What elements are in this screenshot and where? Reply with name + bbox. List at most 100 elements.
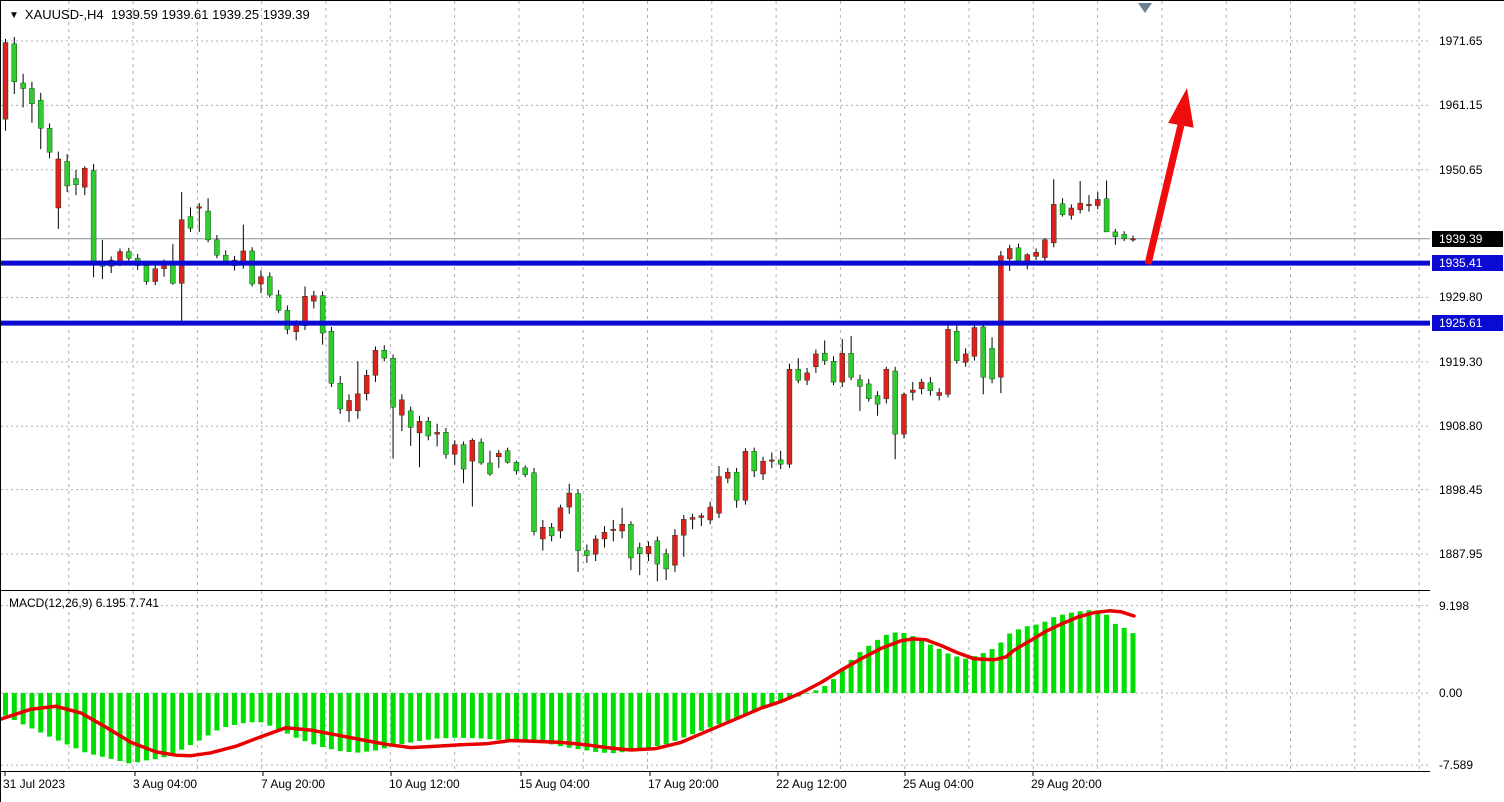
trend-arrow-head[interactable] [1168,88,1194,128]
ohlc-low: 1939.25 [212,7,260,22]
bull-candle [786,368,793,465]
bear-candle [29,88,35,105]
bull-candle [1051,204,1057,244]
bull-candle [1068,207,1075,216]
bull-candle [1033,251,1039,257]
bull-candle [496,452,502,458]
price-tick-label: 1929.80 [1439,290,1483,305]
bear-candle [275,294,282,311]
bear-candle [337,383,343,410]
chart-shift-marker-icon[interactable] [1138,3,1152,13]
bear-candle [927,382,934,391]
bull-candle [610,528,616,531]
level-price-box: 1935.41 [1432,255,1503,272]
macd-tick-label: -7.589 [1439,758,1474,773]
bull-candle [619,524,625,532]
bear-candle [487,462,493,475]
bear-candle [267,276,273,296]
bull-candle [178,219,185,284]
bull-candle [971,327,978,357]
macd-indicator-label: MACD(12,26,9) 6.195 7.741 [9,596,160,610]
bear-candle [989,348,995,380]
bear-candle [407,410,414,428]
bear-candle [628,524,634,559]
bull-candle [681,519,687,536]
bull-candle [725,471,731,479]
bear-candle [284,310,291,330]
bull-candle [689,517,696,520]
symbol-period-label: XAUUSD-,H4 [24,7,104,22]
bull-candle [804,372,810,381]
bull-candle [813,353,819,367]
ohlc-open: 1939.59 [110,7,158,22]
bear-candle [733,471,740,501]
bull-candle [716,476,722,514]
chart-title: ▼ XAUUSD-,H4 1939.59 1939.61 1939.25 1939… [9,7,310,22]
bull-candle [1006,248,1013,260]
bear-candle [328,330,335,384]
time-tick-label: 25 Aug 04:00 [903,777,974,791]
time-tick-label: 15 Aug 04:00 [519,777,590,791]
bull-candle [363,375,370,394]
macd-indicator-pane[interactable] [1,591,1430,772]
bear-candle [821,353,828,361]
bear-candle [381,349,387,359]
bull-candle [311,295,317,302]
bear-candle [390,357,396,408]
bear-candle [531,472,537,532]
bull-candle [998,255,1004,378]
bull-candle [196,206,202,209]
bear-candle [584,550,590,556]
bear-candle [187,216,194,229]
price-tick-label: 1971.65 [1439,34,1483,48]
bull-candle [601,532,608,540]
time-tick-label: 22 Aug 12:00 [776,777,847,791]
bull-candle [2,42,9,120]
ohlc-close: 1939.39 [262,7,310,22]
time-tick-label: 29 Aug 20:00 [1031,777,1102,791]
bear-candle [1112,231,1119,238]
price-tick-label: 1961.15 [1439,98,1483,113]
bull-candle [901,394,907,435]
bear-candle [795,368,801,381]
bear-candle [513,462,520,472]
bull-candle [1086,204,1092,206]
bear-candle [460,444,467,470]
bear-candle [575,493,581,551]
price-tick-label: 1919.30 [1439,354,1483,369]
bear-candle [980,326,986,378]
trend-arrow-shaft[interactable] [1144,124,1185,265]
bear-candle [170,263,176,284]
bull-candle [55,158,62,209]
bull-candle [1095,199,1101,206]
time-axis[interactable]: 31 Jul 2023 3 Aug 04:00 7 Aug 20:00 10 Aug … [1,772,1504,802]
bull-candle [707,506,713,521]
bear-candle [143,265,150,282]
bull-candle [452,444,458,455]
bull-candle [1077,202,1083,211]
price-chart-pane[interactable] [1,1,1430,591]
bull-candle [936,392,942,396]
bull-candle [293,324,299,333]
bull-candle [302,296,308,326]
bear-candle [1015,247,1022,261]
bull-candle [117,251,123,263]
price-axis[interactable]: 1971.65 1961.15 1950.65 1929.80 1919.30 1908.… [1430,1,1504,773]
bull-candle [742,451,749,501]
time-tick-label: 17 Aug 20:00 [648,777,719,791]
bull-candle [82,167,88,188]
bull-candle [355,393,361,412]
bear-candle [1059,203,1066,215]
macd-chart [1,591,1430,771]
bull-candle [945,329,951,395]
bear-candle [548,527,555,537]
bear-candle [214,239,220,256]
bull-candle [152,268,158,282]
bear-candle [90,170,97,264]
bull-candle [645,546,652,554]
candles-group [2,37,1136,582]
symbol-dropdown-icon[interactable]: ▼ [9,10,19,21]
bull-candle [918,381,925,390]
price-tick-label: 1898.45 [1439,482,1483,497]
